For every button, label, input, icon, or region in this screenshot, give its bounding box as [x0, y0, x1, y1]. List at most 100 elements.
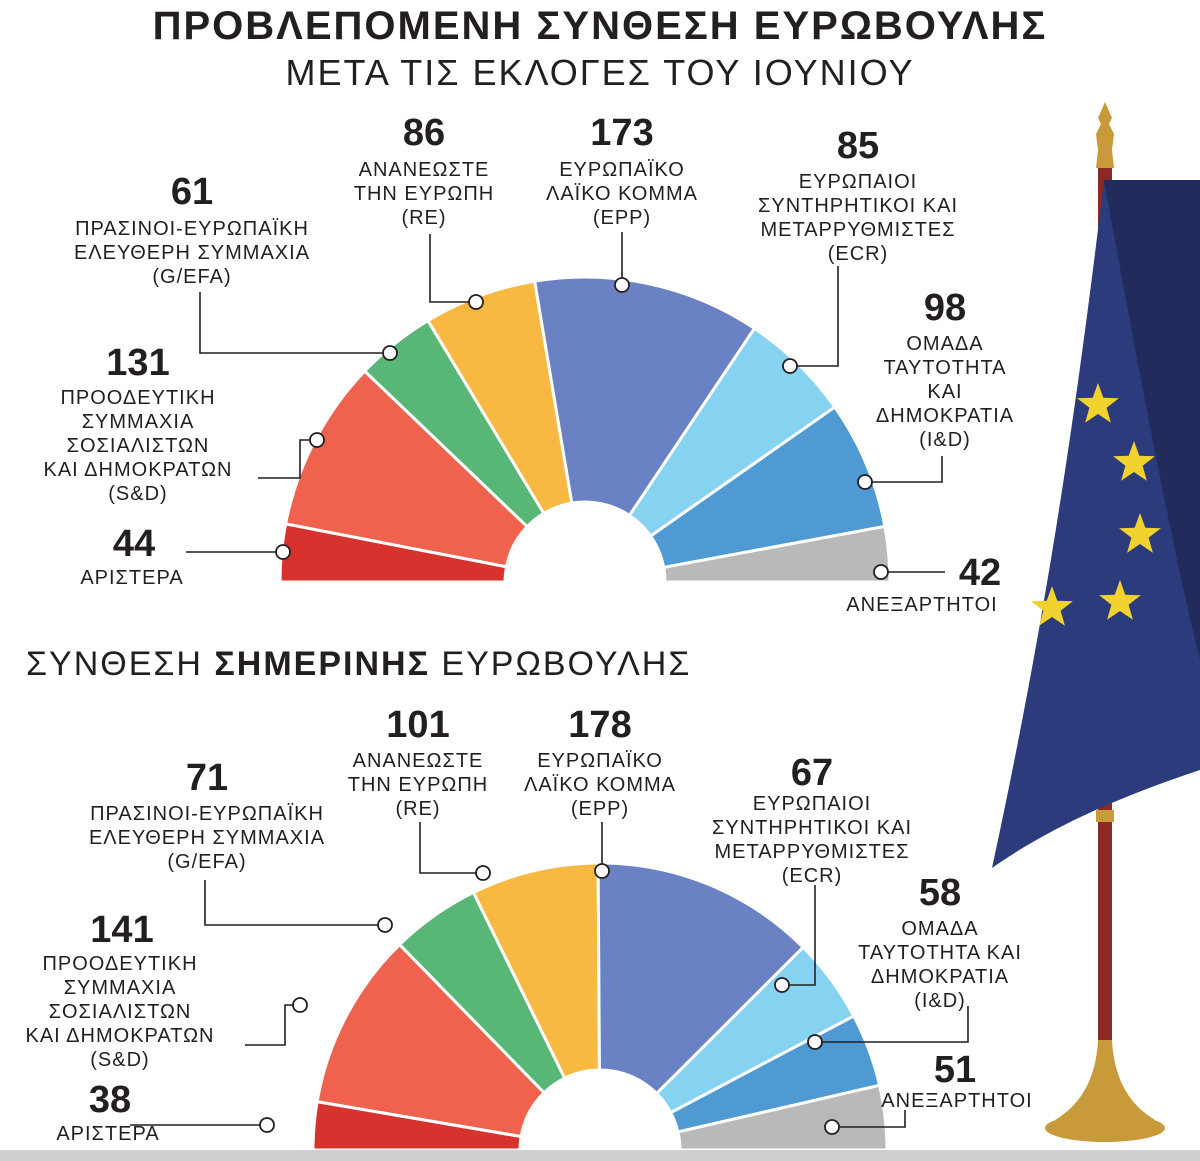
party-label-ecr: ΕΥΡΩΠΑΙΟΙ [753, 793, 871, 815]
leader-dot [468, 294, 484, 310]
chart-slices [311, 861, 889, 1152]
star-icon [1113, 441, 1155, 481]
leader-line [832, 1110, 906, 1128]
star-icon [1077, 383, 1119, 423]
party-label-left: ΑΡΙΣΤΕΡΑ [80, 567, 183, 589]
eu-flag-illustration [992, 102, 1200, 1142]
leader-dot [309, 432, 325, 448]
party-label-ecr: ΣΥΝΤΗΡΗΤΙΚΟΙ ΚΑΙ [712, 817, 912, 839]
party-label-epp: ΕΥΡΩΠΑΪΚΟ [537, 750, 663, 772]
stand-base [1045, 1114, 1165, 1142]
value-label-left: 38 [89, 1079, 131, 1121]
leader-line [865, 456, 943, 483]
value-label-epp: 178 [568, 704, 631, 746]
flag-fold-shade [1104, 180, 1200, 660]
chart-slices [278, 275, 892, 584]
party-label-id: ΔΗΜΟΚΡΑΤΙΑ [871, 966, 1009, 988]
party-label-id: ΟΜΑΔΑ [906, 333, 983, 355]
leader-line [204, 880, 385, 926]
value-label-greens: 61 [171, 171, 213, 213]
party-label-epp: ΛΑΪΚΟ ΚΟΜΜΑ [524, 774, 676, 796]
page-title: ΠΡΟΒΛΕΠΟΜΕΝΗ ΣΥΝΘΕΣΗ ΕΥΡΩΒΟΥΛΗΣ [152, 4, 1048, 48]
party-label-sd: ΠΡΟΟΔΕΥΤΙΚΗ [42, 953, 197, 975]
party-label-sd: (S&D) [108, 483, 167, 505]
party-label-left: ΑΡΙΣΤΕΡΑ [56, 1123, 159, 1145]
party-label-greens: ΕΛΕΥΘΕΡΗ ΣΥΜΜΑΧΙΑ [89, 827, 325, 849]
party-label-sd: ΚΑΙ ΔΗΜΟΚΡΑΤΩΝ [43, 459, 232, 481]
value-label-sd: 131 [106, 342, 169, 384]
party-label-ecr: ΜΕΤΑΡΡΥΘΜΙΣΤΕΣ [760, 219, 955, 241]
leader-dot [774, 977, 790, 993]
slice-epp [532, 275, 757, 518]
party-label-id: ΔΗΜΟΚΡΑΤΙΑ [876, 405, 1014, 427]
party-label-ni: ΑΝΕΞΑΡΤΗΤΟΙ [881, 1090, 1032, 1112]
party-label-sd: ΣΟΣΙΑΛΙΣΤΩΝ [49, 1001, 192, 1023]
party-label-ecr: (ECR) [828, 243, 889, 265]
slice-sd [315, 942, 547, 1139]
value-label-sd: 141 [90, 909, 153, 951]
leader-line [199, 292, 390, 354]
value-label-renew: 86 [403, 112, 445, 154]
leader-dot [807, 1034, 823, 1050]
leader-line [258, 439, 317, 479]
party-label-ecr: ΕΥΡΩΠΑΙΟΙ [799, 171, 917, 193]
leader-dot [475, 865, 491, 881]
leader-line [429, 234, 476, 303]
slice-ni [661, 524, 892, 584]
party-label-sd: ΠΡΟΟΔΕΥΤΙΚΗ [60, 387, 215, 409]
value-label-epp: 173 [590, 112, 653, 154]
party-label-sd: (S&D) [90, 1049, 149, 1071]
slice-epp [596, 861, 806, 1096]
party-label-ecr: (ECR) [782, 865, 843, 887]
party-label-renew: (RE) [401, 207, 446, 229]
star-icon [1119, 513, 1161, 553]
leader-dot [873, 564, 889, 580]
star-icon [1099, 580, 1141, 620]
leader-dot [292, 997, 308, 1013]
bottom-rule [0, 1150, 1200, 1161]
page-subtitle: ΜΕΤΑ ΤΙΣ ΕΚΛΟΓΕΣ ΤΟΥ ΙΟΥΝΙΟΥ [285, 52, 915, 93]
party-label-sd: ΣΥΜΜΑΧΙΑ [82, 411, 195, 433]
value-label-ecr: 67 [791, 752, 833, 794]
section2-title-bold: ΣΗΜΕΡΙΝΗΣ [214, 645, 430, 683]
leader-line [419, 822, 483, 874]
party-label-sd: ΚΑΙ ΔΗΜΟΚΡΑΤΩΝ [25, 1025, 214, 1047]
party-label-epp: ΕΥΡΩΠΑΪΚΟ [559, 159, 685, 181]
party-label-sd: ΣΥΜΜΑΧΙΑ [64, 977, 177, 999]
value-label-left: 44 [113, 523, 155, 565]
party-label-renew: ΑΝΑΝΕΩΣΤΕ [359, 159, 490, 181]
party-label-epp: (EPP) [593, 207, 651, 229]
section2-title: ΣΥΝΘΕΣΗ ΣΗΜΕΡΙΝΗΣ ΕΥΡΩΒΟΥΛΗΣ [26, 645, 691, 684]
party-label-ecr: ΜΕΤΑΡΡΥΘΜΙΣΤΕΣ [714, 841, 909, 863]
value-label-renew: 101 [386, 704, 449, 746]
party-label-id: ΚΑΙ [927, 381, 962, 403]
party-label-epp: (EPP) [571, 798, 629, 820]
party-label-greens: ΠΡΑΣΙΝΟΙ-ΕΥΡΩΠΑΪΚΗ [75, 218, 309, 240]
party-label-greens: (G/EFA) [167, 851, 246, 873]
flag-cloth [992, 180, 1200, 868]
value-label-id: 58 [919, 872, 961, 914]
party-label-renew: ΤΗΝ ΕΥΡΩΠΗ [354, 183, 495, 205]
party-label-greens: ΕΛΕΥΘΕΡΗ ΣΥΜΜΑΧΙΑ [74, 242, 310, 264]
value-label-id: 98 [924, 287, 966, 329]
party-label-id: (I&D) [919, 429, 971, 451]
leader-dot [857, 474, 873, 490]
party-label-ni: ΑΝΕΞΑΡΤΗΤΟΙ [846, 594, 997, 616]
slice-sd [283, 368, 530, 569]
flag-pole-top-band [1096, 810, 1114, 822]
